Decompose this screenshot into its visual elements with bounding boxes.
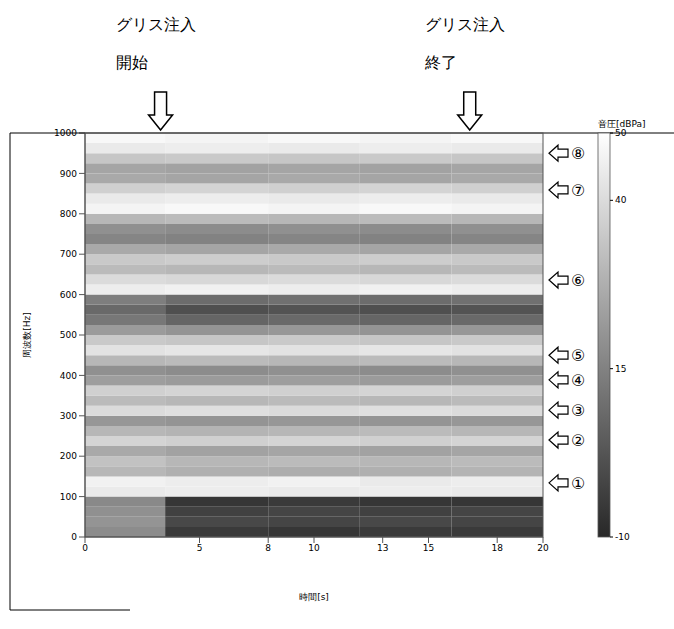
svg-text:5: 5 [197,543,203,553]
svg-text:300: 300 [60,411,77,421]
svg-text:15: 15 [423,543,434,553]
svg-text:8: 8 [265,543,271,553]
svg-text:④: ④ [571,371,585,390]
svg-text:200: 200 [60,451,77,461]
svg-text:⑥: ⑥ [571,271,585,290]
svg-text:13: 13 [377,543,388,553]
svg-text:600: 600 [60,290,77,300]
svg-text:0: 0 [71,532,77,542]
svg-text:15: 15 [615,364,626,374]
svg-text:周波数[Hz]: 周波数[Hz] [22,312,32,358]
svg-text:100: 100 [60,492,77,502]
svg-text:0: 0 [82,543,88,553]
svg-text:⑦: ⑦ [571,181,585,200]
svg-text:400: 400 [60,371,77,381]
svg-text:⑧: ⑧ [571,144,585,163]
svg-text:10: 10 [308,543,320,553]
svg-text:700: 700 [60,249,77,259]
svg-text:開始: 開始 [116,53,148,72]
svg-text:800: 800 [60,209,77,219]
svg-text:③: ③ [571,401,585,420]
svg-text:-10: -10 [615,532,630,542]
svg-text:20: 20 [537,543,549,553]
svg-text:18: 18 [491,543,503,553]
svg-text:②: ② [571,431,585,450]
svg-text:1000: 1000 [54,128,77,138]
svg-text:40: 40 [615,195,627,205]
svg-text:時間[s]: 時間[s] [299,592,329,602]
svg-text:①: ① [571,474,585,493]
svg-text:⑤: ⑤ [571,346,585,365]
svg-text:500: 500 [60,330,77,340]
svg-text:グリス注入: グリス注入 [116,15,196,34]
svg-text:グリス注入: グリス注入 [425,15,505,34]
svg-text:音圧[dBPa]: 音圧[dBPa] [598,119,645,129]
svg-text:900: 900 [60,169,77,179]
svg-text:50: 50 [615,128,627,138]
svg-text:終了: 終了 [424,53,457,72]
